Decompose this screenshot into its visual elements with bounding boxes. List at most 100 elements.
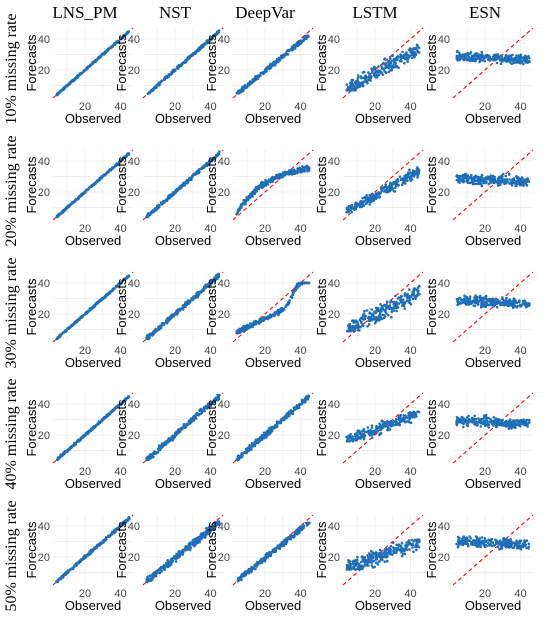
data-point [92, 183, 95, 186]
data-point [406, 176, 409, 179]
y-tick-label: 20 [328, 309, 340, 321]
data-point [368, 203, 371, 206]
data-point [255, 321, 259, 324]
data-point [358, 329, 361, 332]
data-point [507, 56, 510, 60]
y-tick-label: 20 [128, 65, 140, 77]
data-point [378, 195, 382, 199]
y-axis-label: Forecasts [314, 156, 329, 214]
data-point [276, 308, 280, 312]
data-point [57, 336, 60, 339]
data-point [356, 77, 360, 80]
data-point [375, 74, 379, 77]
data-point [237, 89, 240, 93]
data-point [471, 181, 474, 184]
data-point [391, 64, 394, 68]
data-point [471, 176, 474, 180]
data-point [352, 84, 356, 88]
data-point [528, 60, 531, 63]
data-point [264, 178, 267, 182]
data-point [487, 303, 490, 307]
data-point [169, 73, 173, 76]
data-point [115, 41, 118, 44]
y-tick-label: 20 [38, 187, 50, 199]
y-tick-label: 20 [218, 65, 230, 77]
data-point [480, 50, 483, 54]
data-point [264, 69, 268, 72]
data-point [250, 192, 254, 196]
data-point [78, 195, 81, 198]
data-point [354, 324, 357, 328]
data-point [265, 182, 269, 185]
data-point [73, 200, 77, 203]
data-point [276, 421, 280, 425]
data-point [416, 293, 419, 297]
data-point [484, 295, 488, 298]
data-point [153, 85, 157, 89]
data-point [99, 299, 102, 303]
data-point [295, 404, 299, 407]
data-point [464, 172, 468, 176]
data-point [374, 317, 378, 320]
y-tick-label: 40 [38, 34, 50, 46]
data-point [59, 89, 63, 93]
data-point [519, 58, 522, 62]
data-point [293, 47, 297, 50]
data-point [379, 191, 382, 195]
data-point [378, 311, 382, 314]
data-point [112, 165, 116, 169]
data-point [365, 202, 368, 205]
data-point [181, 426, 185, 429]
data-point [99, 419, 103, 423]
data-point [460, 174, 463, 178]
data-point [356, 79, 359, 82]
data-point [240, 326, 244, 330]
data-point [109, 46, 112, 49]
data-point [525, 59, 529, 62]
data-point [390, 310, 394, 314]
data-point [410, 56, 414, 59]
data-point [255, 187, 259, 191]
y-tick-label: 40 [38, 278, 50, 290]
data-point [366, 316, 370, 320]
y-tick-label: 40 [128, 34, 140, 46]
data-point [169, 316, 173, 319]
x-tick-label: 20 [259, 101, 271, 113]
x-axis-label: Observed [65, 233, 121, 248]
x-axis-label: Observed [155, 111, 211, 126]
x-tick-label: 20 [169, 101, 181, 113]
data-point [250, 322, 253, 326]
data-point [356, 74, 360, 77]
data-point [363, 309, 366, 313]
data-point [161, 79, 164, 82]
data-point [65, 84, 69, 88]
data-point [411, 297, 415, 300]
data-point [524, 178, 528, 181]
data-point [497, 56, 500, 60]
data-point [403, 294, 407, 297]
data-point [369, 315, 372, 319]
data-point [469, 59, 472, 63]
data-point [395, 65, 399, 69]
data-point [349, 208, 352, 212]
x-axis-label: Observed [465, 355, 521, 370]
data-point [175, 433, 178, 437]
data-point [381, 306, 385, 310]
y-tick-label: 40 [128, 278, 140, 290]
data-point [300, 400, 304, 404]
data-point [372, 73, 376, 77]
data-point [391, 54, 394, 58]
data-point [92, 304, 95, 308]
data-point [362, 312, 366, 316]
data-point [504, 178, 507, 181]
data-point [469, 51, 473, 54]
data-point [126, 152, 129, 156]
data-point [416, 49, 419, 53]
data-point [301, 40, 304, 43]
data-point [160, 201, 164, 205]
x-axis-label: Observed [245, 111, 301, 126]
data-point [350, 84, 353, 87]
data-point [172, 191, 176, 194]
